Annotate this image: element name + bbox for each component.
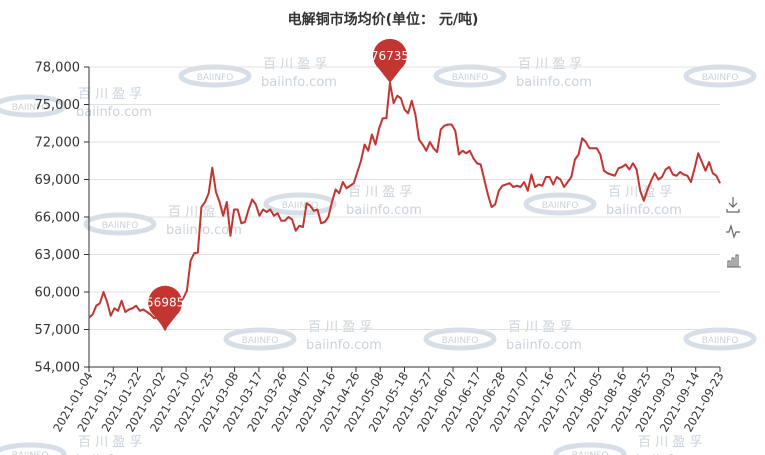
watermark-en: baiinfo.com [76, 453, 152, 455]
marker-layer: 76735 56985 [146, 38, 409, 330]
watermark-cn: 百 川 盈 孚 [263, 57, 327, 72]
watermark-en: baiinfo.com [306, 338, 382, 353]
bar-chart-icon[interactable] [727, 254, 741, 268]
watermark: BAIINFO 百 川 盈 孚 baiinfo.com [263, 185, 422, 218]
download-icon[interactable] [726, 197, 740, 213]
series-line [88, 81, 721, 331]
watermark-en: baiinfo.com [76, 105, 152, 120]
watermark: BAIINFO 百 川 盈 孚 baiinfo.com [553, 435, 712, 455]
watermark-cn: 百 川 盈 孚 [78, 435, 142, 450]
watermark-logo: BAIINFO [542, 201, 579, 211]
y-axis-ticks: 54,000 57,000 60,000 63,000 66,000 69,000 72,0… [35, 61, 89, 376]
marker-pin: 56985 [146, 285, 184, 330]
watermark-logo: BAIINFO [702, 73, 739, 83]
watermark-logo: BAIINFO [197, 73, 234, 83]
watermark: BAIINFO 百 川 盈 孚 baiinfo.com [423, 320, 582, 353]
watermark-logo: BAIINFO [282, 201, 319, 211]
y-tick-label: 66,000 [35, 211, 81, 226]
watermark-cn: 百 川 盈 孚 [518, 57, 582, 72]
watermark-logo: BAIINFO [452, 73, 489, 83]
y-tick-label: 63,000 [35, 248, 81, 263]
line-chart-icon[interactable] [726, 223, 740, 239]
marker-pin: 76735 [371, 38, 409, 83]
chart-title: 电解铜市场均价(单位： 元/吨) [288, 11, 479, 28]
watermark-en: baiinfo.com [636, 453, 712, 455]
watermark-cn: 百 川 盈 孚 [308, 320, 372, 335]
watermark-logo: BAIINFO [702, 336, 739, 346]
watermark-logo: BAIINFO [442, 336, 479, 346]
y-tick-label: 60,000 [35, 286, 81, 301]
marker-label: 56985 [146, 296, 184, 310]
watermark: BAIINFO 百 川 盈 孚 baiinfo.com [433, 57, 592, 90]
watermark-logo: BAIINFO [102, 221, 139, 231]
watermark-en: baiinfo.com [346, 203, 422, 218]
y-tick-label: 72,000 [35, 136, 81, 151]
y-tick-label: 57,000 [35, 323, 81, 338]
marker-label: 76735 [371, 49, 409, 63]
watermark-en: baiinfo.com [606, 203, 682, 218]
watermark-logo: BAIINFO [12, 103, 49, 113]
y-tick-label: 78,000 [35, 61, 81, 76]
grid-lines [89, 66, 720, 330]
watermark-en: baiinfo.com [516, 75, 592, 90]
series-layer [88, 81, 721, 331]
chart-toolbox[interactable] [726, 197, 741, 268]
watermark-cn: 百 川 盈 孚 [638, 435, 702, 450]
watermark-logo: BAIINFO [572, 451, 609, 455]
watermark-cn: 百 川 盈 孚 [508, 320, 572, 335]
watermark-logo: BAIINFO [12, 451, 49, 455]
y-tick-label: 54,000 [35, 361, 81, 376]
watermark: BAIINFO 百 川 盈 孚 baiinfo.com [0, 435, 152, 455]
watermark-en: baiinfo.com [261, 75, 337, 90]
watermark-logo: BAIINFO [242, 336, 279, 346]
watermark-en: baiinfo.com [506, 338, 582, 353]
y-tick-label: 69,000 [35, 173, 81, 188]
watermark: BAIINFO 百 川 盈 孚 baiinfo.com [0, 87, 152, 120]
x-axis-ticks: 2021-01-042021-01-132021-01-222021-02-02… [50, 367, 727, 434]
watermark-en: baiinfo.com [166, 223, 242, 238]
watermark-cn: 百 川 盈 孚 [78, 87, 142, 102]
watermark: BAIINFO 百 川 盈 孚 baiinfo.com [223, 320, 382, 353]
y-tick-label: 75,000 [35, 98, 81, 113]
marker-shape [148, 285, 183, 330]
marker-shape [372, 38, 407, 83]
watermark-cn: 百 川 盈 孚 [348, 185, 412, 200]
watermark: BAIINFO 百 川 盈 孚 baiinfo.com [178, 57, 337, 90]
